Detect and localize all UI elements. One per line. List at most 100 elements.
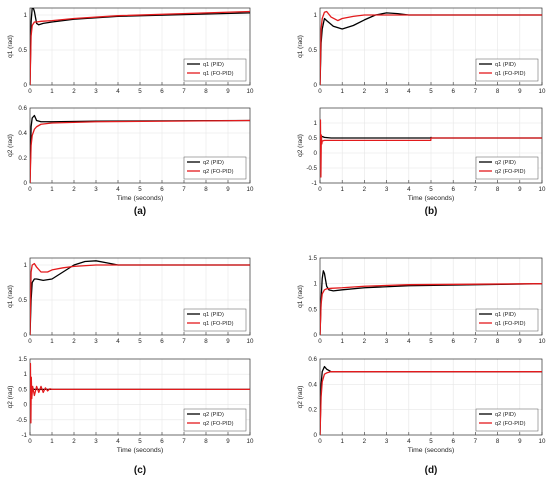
legend-entry: q1 (PID) [495, 312, 516, 318]
y-axis-label: q1 (rad) [7, 35, 14, 58]
y-tick-label: 0.2 [18, 155, 27, 162]
x-tick-label: 7 [474, 186, 478, 193]
x-tick-label: 6 [451, 338, 455, 345]
panel-2-1: 0 1 2 3 4 5 6 7 8 9 10 -1 -0.5 0 0.5 1 1.5 q2 (rad) q2 (PI… [7, 356, 254, 454]
series-line-fopid [30, 262, 250, 335]
x-tick-label: 6 [451, 186, 455, 193]
x-tick-label: 10 [539, 438, 546, 445]
x-axis-label: Time (seconds) [117, 447, 164, 454]
x-tick-label: 4 [407, 186, 411, 193]
y-tick-label: 0.4 [18, 130, 27, 137]
x-tick-label: 5 [429, 438, 433, 445]
legend-entry: q2 (PID) [203, 412, 224, 418]
x-tick-label: 8 [496, 88, 500, 95]
legend-entry: q1 (FO-PID) [203, 71, 234, 77]
x-tick-label: 5 [138, 338, 142, 345]
x-tick-label: 6 [160, 338, 164, 345]
axes-frame [29, 7, 251, 86]
subfigure-caption: (b) [425, 206, 438, 217]
y-tick-label: 0.5 [18, 386, 27, 393]
y-axis-label: q2 (rad) [7, 386, 14, 409]
x-tick-label: 6 [160, 88, 164, 95]
x-tick-label: 2 [72, 438, 76, 445]
x-tick-label: 9 [518, 438, 522, 445]
x-tick-label: 6 [160, 186, 164, 193]
x-tick-label: 8 [204, 438, 208, 445]
x-tick-label: 4 [407, 88, 411, 95]
x-tick-label: 8 [496, 438, 500, 445]
legend-entry: q1 (PID) [495, 62, 516, 68]
y-tick-label: 1 [314, 281, 318, 288]
x-tick-label: 9 [226, 88, 230, 95]
x-tick-label: 5 [138, 186, 142, 193]
y-tick-label: 0.6 [18, 105, 27, 112]
x-tick-label: 0 [28, 186, 32, 193]
x-tick-label: 3 [385, 438, 389, 445]
x-tick-label: 3 [94, 438, 98, 445]
legend-entry: q2 (PID) [495, 160, 516, 166]
x-tick-label: 0 [318, 186, 322, 193]
x-tick-label: 9 [226, 438, 230, 445]
x-tick-label: 10 [539, 338, 546, 345]
y-tick-label: 0.5 [18, 47, 27, 54]
x-tick-label: 9 [518, 338, 522, 345]
x-tick-label: 10 [539, 88, 546, 95]
y-axis-label: q2 (rad) [297, 386, 304, 409]
legend: q1 (PID) q1 (FO-PID) [475, 308, 539, 332]
legend: q2 (PID) q2 (FO-PID) [475, 156, 539, 180]
legend-entry: q1 (PID) [203, 312, 224, 318]
x-tick-label: 0 [318, 438, 322, 445]
x-tick-label: 7 [182, 88, 186, 95]
legend-entry: q2 (FO-PID) [495, 169, 526, 175]
x-tick-label: 3 [385, 338, 389, 345]
legend: q2 (PID) q2 (FO-PID) [183, 156, 247, 180]
x-tick-label: 5 [429, 338, 433, 345]
y-tick-label: 0.5 [18, 297, 27, 304]
y-tick-label: -1 [311, 180, 317, 187]
axes-frame [29, 257, 251, 336]
panel-2-0: 0 1 2 3 4 5 6 7 8 9 10 0 0.5 1 q1 (rad) q1 (PID) q1 (FO-… [7, 257, 254, 345]
x-tick-label: 1 [340, 88, 344, 95]
y-tick-label: 0 [24, 402, 28, 409]
x-tick-label: 7 [474, 438, 478, 445]
x-tick-label: 9 [518, 186, 522, 193]
series-line-pid [30, 114, 250, 183]
x-tick-label: 4 [116, 186, 120, 193]
x-tick-label: 4 [116, 88, 120, 95]
y-axis-label: q1 (rad) [7, 285, 14, 308]
y-axis-label: q2 (rad) [7, 134, 14, 157]
axes-frame [319, 358, 543, 436]
legend: q2 (PID) q2 (FO-PID) [183, 408, 247, 432]
legend-entry: q1 (FO-PID) [495, 71, 526, 77]
x-tick-label: 8 [496, 186, 500, 193]
panel-1-0: 0 1 2 3 4 5 6 7 8 9 10 0 0.5 1 q1 (rad) q1 (PID) q1 (FO-… [297, 7, 546, 95]
y-tick-label: 0 [24, 82, 28, 89]
x-tick-label: 7 [474, 338, 478, 345]
x-tick-label: 3 [94, 88, 98, 95]
x-tick-label: 2 [363, 88, 367, 95]
x-tick-label: 1 [50, 338, 54, 345]
y-tick-label: 0 [314, 82, 318, 89]
x-tick-label: 10 [539, 186, 546, 193]
legend-entry: q2 (FO-PID) [203, 169, 234, 175]
x-tick-label: 7 [474, 88, 478, 95]
legend-entry: q1 (FO-PID) [495, 321, 526, 327]
axes-frame [319, 257, 543, 336]
y-axis-label: q1 (rad) [297, 35, 304, 58]
legend: q1 (PID) q1 (FO-PID) [475, 58, 539, 82]
x-tick-label: 0 [318, 338, 322, 345]
y-tick-label: 0 [314, 432, 318, 439]
x-tick-label: 0 [28, 88, 32, 95]
y-tick-label: 1 [24, 262, 28, 269]
x-tick-label: 7 [182, 438, 186, 445]
x-tick-label: 8 [204, 338, 208, 345]
y-tick-label: 0 [314, 150, 318, 157]
y-tick-label: 0.2 [308, 407, 317, 414]
legend: q1 (PID) q1 (FO-PID) [183, 308, 247, 332]
y-tick-label: -1 [21, 432, 27, 439]
x-tick-label: 6 [160, 438, 164, 445]
panel-0-0: 0 1 2 3 4 5 6 7 8 9 10 0 0.5 1 q1 (rad) q1 (PID) q1 (FO-… [7, 7, 254, 95]
